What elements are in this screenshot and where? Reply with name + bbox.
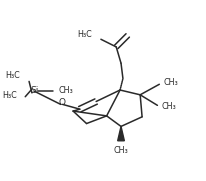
Polygon shape <box>118 126 124 141</box>
Text: CH₃: CH₃ <box>59 87 74 96</box>
Text: CH₃: CH₃ <box>114 146 128 155</box>
Text: Si: Si <box>31 85 39 94</box>
Text: O: O <box>58 98 65 107</box>
Text: CH₃: CH₃ <box>161 102 176 111</box>
Text: CH₃: CH₃ <box>163 78 178 87</box>
Text: H₃C: H₃C <box>6 71 20 80</box>
Text: H₃C: H₃C <box>2 91 17 100</box>
Text: H₃C: H₃C <box>77 30 92 39</box>
